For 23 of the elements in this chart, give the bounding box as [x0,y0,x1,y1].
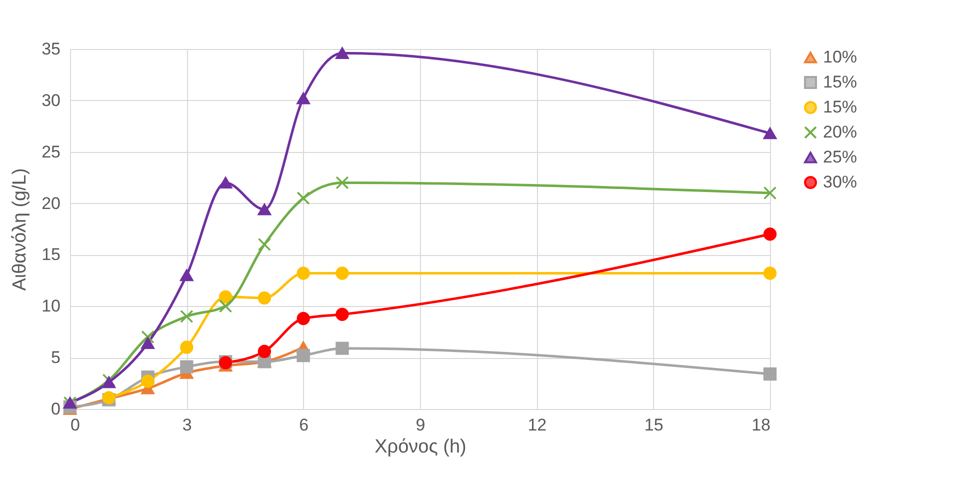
x-tick-label: 0 [70,416,80,434]
legend-label: 15% [823,98,858,116]
legend-label: 20% [823,122,858,142]
x-tick-label: 18 [752,416,770,434]
y-tick-label: 0 [51,400,60,418]
x-axis-title: Χρόνος (h) [374,436,466,458]
legend-label: 10% [823,48,858,66]
y-tick-label: 15 [42,245,60,264]
x-tick-label: 6 [299,416,309,434]
x-tick-label: 3 [182,416,192,434]
x-tick-label: 12 [528,416,547,434]
legend-label: 25% [823,148,858,166]
y-tick-label: 25 [42,142,60,162]
x-tick-label: 9 [416,416,426,434]
y-axis-title: Αιθανόλη (g/L) [10,168,31,291]
x-tick-label: 15 [644,416,664,434]
y-tick-label: 20 [42,194,60,213]
y-tick-label: 5 [51,348,60,368]
legend-label: 15% [823,72,858,92]
y-tick-label: 10 [42,296,60,316]
legend-label: 30% [823,172,858,192]
y-tick-label: 30 [42,90,60,110]
y-tick-label: 35 [42,40,60,58]
